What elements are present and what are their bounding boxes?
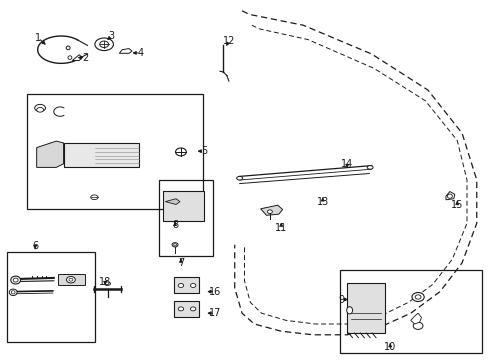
Ellipse shape <box>190 284 195 287</box>
Ellipse shape <box>68 56 72 59</box>
Text: 12: 12 <box>222 36 235 46</box>
Ellipse shape <box>178 284 183 287</box>
Bar <box>58 274 84 285</box>
Ellipse shape <box>9 289 17 296</box>
Polygon shape <box>119 49 132 53</box>
Bar <box>27 94 203 209</box>
Ellipse shape <box>175 148 186 156</box>
Bar <box>63 143 139 167</box>
Text: 18: 18 <box>99 276 111 287</box>
Ellipse shape <box>190 307 195 311</box>
Bar <box>173 301 199 317</box>
Text: 14: 14 <box>340 159 353 169</box>
Text: 16: 16 <box>208 287 221 297</box>
Text: 2: 2 <box>82 53 88 63</box>
Ellipse shape <box>69 278 73 281</box>
Ellipse shape <box>267 210 272 213</box>
Text: 10: 10 <box>383 342 396 352</box>
Ellipse shape <box>13 278 18 282</box>
Ellipse shape <box>414 295 420 299</box>
Bar <box>339 270 481 353</box>
Bar <box>163 191 204 221</box>
Ellipse shape <box>236 176 242 180</box>
Polygon shape <box>37 141 63 167</box>
Ellipse shape <box>447 194 451 198</box>
Polygon shape <box>410 313 421 324</box>
Text: 8: 8 <box>172 220 178 230</box>
Ellipse shape <box>37 108 43 112</box>
Text: 9: 9 <box>338 294 344 305</box>
Polygon shape <box>165 199 180 204</box>
Text: 17: 17 <box>208 308 221 318</box>
Ellipse shape <box>95 38 113 51</box>
Ellipse shape <box>412 322 422 329</box>
Bar <box>159 180 212 256</box>
Ellipse shape <box>11 276 20 284</box>
Ellipse shape <box>66 276 75 283</box>
Ellipse shape <box>66 46 70 50</box>
Ellipse shape <box>411 292 424 302</box>
Ellipse shape <box>91 195 98 199</box>
Text: 3: 3 <box>108 31 114 41</box>
Ellipse shape <box>35 104 45 112</box>
Ellipse shape <box>366 166 372 169</box>
Polygon shape <box>260 205 282 215</box>
Text: 4: 4 <box>138 48 143 58</box>
Text: 6: 6 <box>32 240 38 251</box>
Text: 15: 15 <box>450 200 463 210</box>
Ellipse shape <box>100 41 108 48</box>
Text: 5: 5 <box>201 146 207 156</box>
Ellipse shape <box>104 282 110 285</box>
Bar <box>346 283 385 333</box>
Bar <box>7 252 95 342</box>
Text: 11: 11 <box>274 222 287 233</box>
Text: 13: 13 <box>316 197 328 207</box>
Polygon shape <box>72 55 82 60</box>
Ellipse shape <box>172 243 178 247</box>
Text: 7: 7 <box>178 258 183 268</box>
Ellipse shape <box>178 307 183 311</box>
Polygon shape <box>445 192 454 200</box>
Bar <box>173 277 199 293</box>
Text: 1: 1 <box>35 33 41 43</box>
Ellipse shape <box>173 244 176 246</box>
Ellipse shape <box>11 291 15 294</box>
Ellipse shape <box>346 307 352 314</box>
